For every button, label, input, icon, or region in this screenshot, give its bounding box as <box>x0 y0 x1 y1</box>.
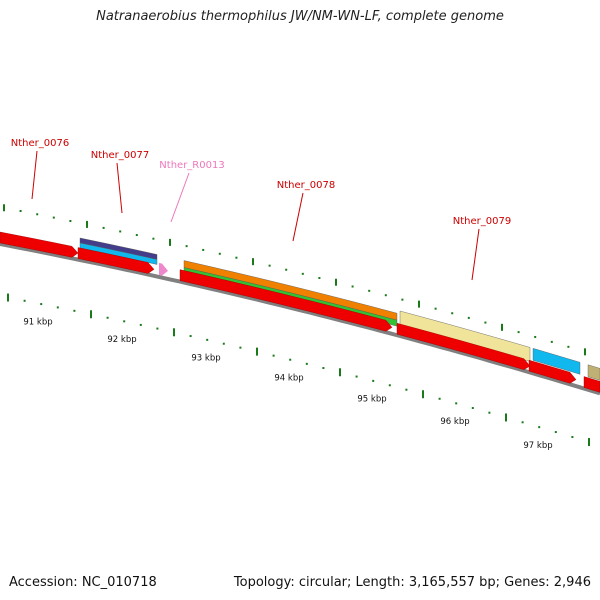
scale-label: 94 kbp <box>274 373 303 383</box>
gene-label: Nther_0076 <box>11 138 69 149</box>
gene-label: Nther_0079 <box>453 216 511 227</box>
gene-arrow <box>583 376 600 393</box>
gene-arrow <box>179 269 393 332</box>
gene-arrow <box>77 247 155 274</box>
callout-line <box>471 228 480 281</box>
gene-arrow <box>528 359 577 384</box>
gene-arrow <box>396 322 531 370</box>
genome-backbone <box>0 242 600 396</box>
gene-arrows <box>0 231 600 393</box>
scale-label: 97 kbp <box>523 441 552 451</box>
scale-label: 91 kbp <box>23 317 52 327</box>
genome-summary: Topology: circular; Length: 3,165,557 bp… <box>233 575 591 590</box>
callout-line <box>292 192 304 242</box>
map-title: Natranaerobius thermophilus JW/NM-WN-LF,… <box>96 9 504 24</box>
backbone-line <box>0 242 600 396</box>
callout-line <box>116 162 123 214</box>
scale-label: 92 kbp <box>107 335 136 345</box>
gene-arrow <box>0 231 79 258</box>
scale-labels: 91 kbp 92 kbp 93 kbp 94 kbp 95 kbp 96 kbp 97 k… <box>23 317 552 450</box>
scale-label: 93 kbp <box>191 354 220 364</box>
callout-line <box>31 150 38 200</box>
tick-marks <box>3 204 590 447</box>
callout-line <box>170 172 190 223</box>
cds-band-olive <box>587 364 600 381</box>
gene-label: Nther_0077 <box>91 150 149 161</box>
rna-arrow <box>159 262 168 276</box>
gene-callouts: Nther_0076 Nther_0077 Nther_R0013 Nther_007… <box>11 138 511 281</box>
accession-label: Accession: NC_010718 <box>9 575 157 590</box>
gene-label: Nther_0078 <box>277 180 335 191</box>
cds-band-cyan <box>532 348 581 375</box>
gene-label: Nther_R0013 <box>159 160 224 171</box>
scale-label: 96 kbp <box>440 417 469 427</box>
scale-label: 95 kbp <box>357 395 386 405</box>
